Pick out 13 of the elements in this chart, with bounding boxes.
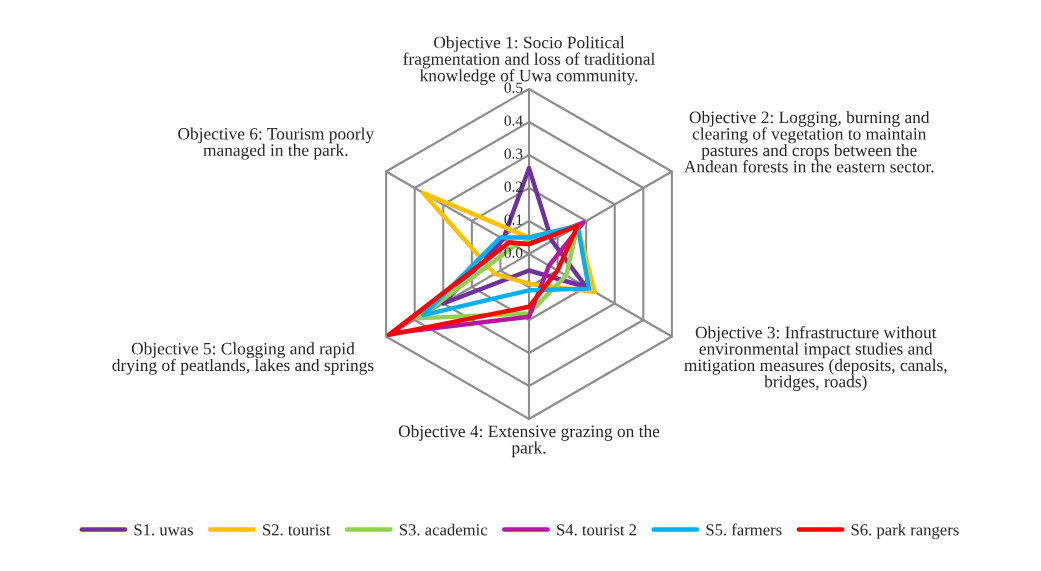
spoke-label: Objective 2: Logging, burning and clearing of vegetation to maintain pastures and crops between the Andean forests in the eastern sector.	[684, 110, 934, 173]
legend-label: S5. farmers	[706, 523, 782, 536]
y-tick-label: 0.3	[504, 148, 523, 159]
spoke-label: Objective 5: Clogging and rapid drying of peatlands, lakes and springs	[112, 342, 374, 375]
y-tick-label: 0.4	[504, 115, 523, 126]
legend-label: S4. tourist 2	[557, 524, 637, 536]
legend-label: S6. park rangers	[851, 523, 959, 539]
legend-label: S2. tourist	[263, 524, 331, 536]
spoke-label: Objective 6: Tourism poorly managed in the park.	[178, 127, 375, 160]
spoke-label: Objective 3: Infrastructure without environmental impact studies and mitigation measures (deposits, canals, bridges, roads)	[684, 325, 947, 392]
legend-label: S1. uwas	[134, 524, 193, 536]
spoke-label: Objective 4: Extensive grazing on the park.	[398, 425, 660, 458]
legend-label: S3. academic	[399, 523, 488, 536]
